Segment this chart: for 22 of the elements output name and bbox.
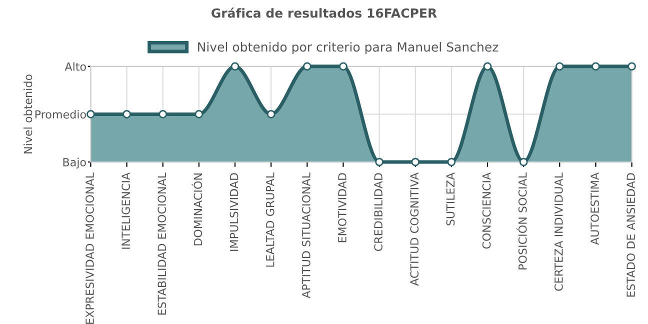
x-tick-label: CERTEZA INDIVIDUAL [554, 172, 563, 291]
x-tick-label: EMOTIVIDAD [338, 173, 346, 242]
x-tick-label: CONSCIENCIA [482, 172, 491, 249]
x-tick-label: CREDIBILIDAD [374, 173, 383, 252]
y-axis-title: Nivel obtenido [24, 74, 32, 154]
x-tick-label: LEALTAD GRUPAL [266, 172, 274, 267]
x-tick-label: ACTITUD COGNITIVA [410, 172, 419, 286]
chart-title: Gráfica de resultados 16FACPER [212, 8, 437, 18]
legend-label: Nivel obtenido por criterio para Manuel Sanchez [198, 42, 498, 54]
x-tick-label: INTELIGENCIA [122, 172, 130, 249]
x-tick-label: APTITUD SITUACIONAL [302, 172, 310, 298]
x-tick-label: ESTADO DE ANSIEDAD [626, 173, 636, 297]
category-label: Bajo [63, 158, 86, 169]
x-tick-label: IMPULSIVIDAD [230, 173, 238, 251]
x-tick-label: DOMINACIÓN [192, 174, 202, 246]
x-tick-label: ESTABILIDAD EMOCIONAL [158, 172, 166, 315]
category-label: Alto [64, 62, 86, 71]
x-tick-label: AUTOESTIMA [590, 172, 599, 245]
x-tick-label: EXPRESIVIDAD EMOCIONAL [86, 172, 94, 324]
x-tick-label: SUTILEZA [446, 172, 455, 226]
x-tick-label: POSICIÓN SOCIAL [516, 172, 527, 270]
category-label: Promedio [35, 110, 86, 119]
